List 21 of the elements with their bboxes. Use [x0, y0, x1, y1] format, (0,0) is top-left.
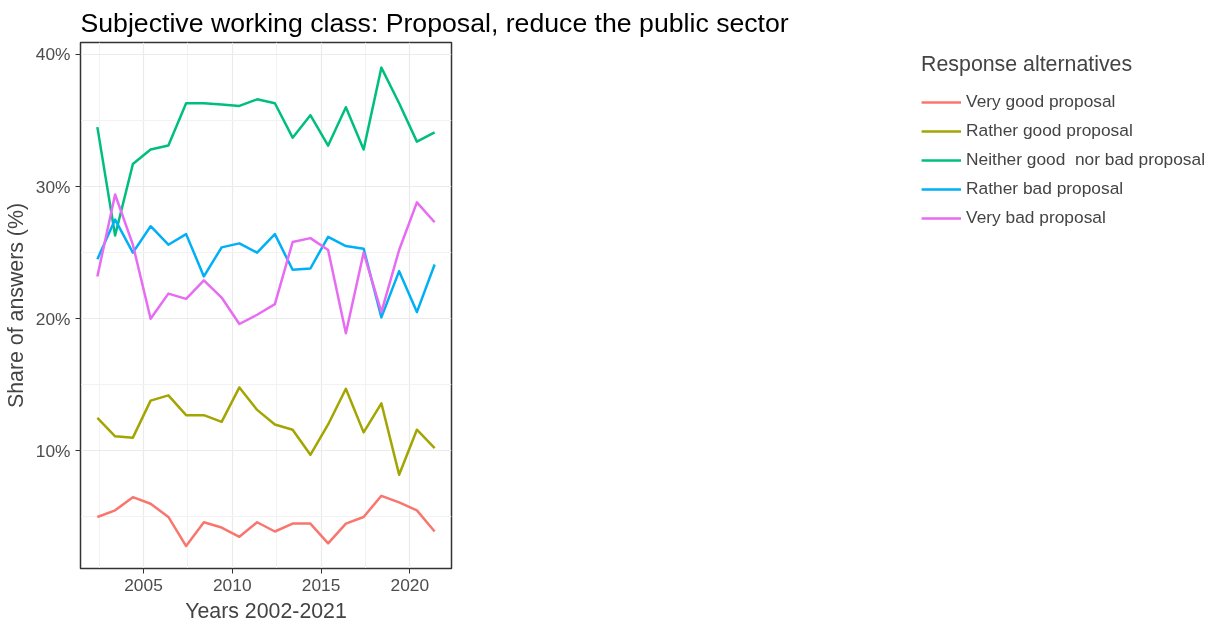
y-tick-label: 30% — [35, 176, 71, 197]
y-tick-label: 10% — [35, 440, 71, 461]
line-series — [96, 193, 436, 335]
legend-label: Very good proposal — [966, 91, 1116, 112]
legend-label: Rather good proposal — [966, 120, 1133, 141]
line-series — [96, 66, 436, 237]
y-tick-label: 20% — [35, 308, 71, 329]
x-tick-label: 2020 — [390, 574, 430, 595]
legend-label: Very bad proposal — [966, 207, 1106, 228]
legend-label: Neither good nor bad proposal — [966, 149, 1205, 170]
line-series — [96, 494, 436, 548]
legend-label: Rather bad proposal — [966, 178, 1124, 199]
x-tick-label: 2015 — [301, 574, 341, 595]
chart-title: Subjective working class: Proposal, reduce the public sector — [80, 7, 789, 38]
x-tick-label: 2010 — [213, 574, 252, 595]
x-tick-label: 2005 — [124, 574, 163, 595]
x-axis-title: Years 2002-2021 — [185, 598, 347, 623]
line-series — [96, 386, 436, 476]
y-tick-label: 40% — [35, 44, 71, 65]
legend-title: Response alternatives — [921, 52, 1134, 77]
y-axis-title: Share of answers (%) — [3, 202, 28, 409]
